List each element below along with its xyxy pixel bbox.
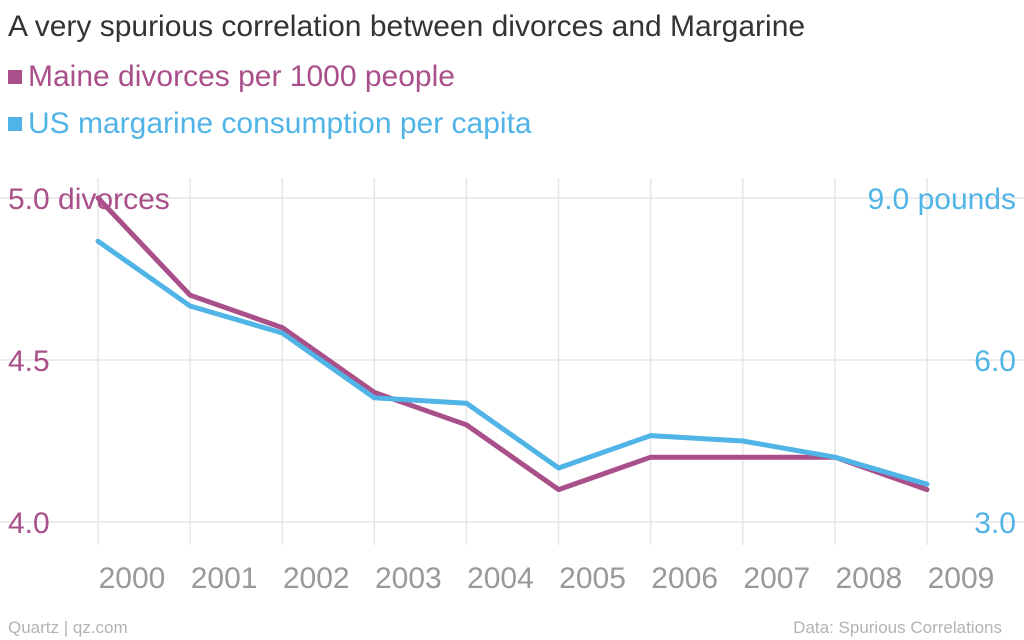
y-left-tick-label-0: 5.0 divorces: [8, 183, 170, 216]
footer-source-right: Data: Spurious Correlations: [793, 618, 1002, 637]
series-line-margarine: [95, 238, 930, 487]
series-line-divorces: [95, 195, 930, 493]
x-tick-label-2001: 2001: [191, 562, 258, 595]
x-tick-label-2000: 2000: [99, 562, 166, 595]
x-tick-label-2007: 2007: [743, 562, 810, 595]
x-tick-label-2006: 2006: [651, 562, 718, 595]
x-tick-label-2008: 2008: [836, 562, 903, 595]
y-right-tick-label-0: 9.0 pounds: [868, 183, 1016, 216]
legend-item-margarine: US margarine consumption per capita: [8, 107, 532, 141]
y-left-tick-label-1: 4.5: [8, 345, 50, 378]
x-tick-label-2005: 2005: [559, 562, 626, 595]
x-tick-label-2002: 2002: [283, 562, 350, 595]
legend-swatch-divorces: [8, 70, 22, 84]
y-right-tick-label-1: 6.0: [974, 345, 1016, 378]
chart-title: A very spurious correlation between divo…: [8, 10, 806, 43]
y-right-tick-label-2: 3.0: [974, 507, 1016, 540]
footer-source-left: Quartz | qz.com: [8, 618, 128, 637]
x-tick-label-2004: 2004: [467, 562, 534, 595]
legend-item-divorces: Maine divorces per 1000 people: [8, 60, 455, 94]
legend-label-margarine: US margarine consumption per capita: [28, 107, 532, 140]
line-chart: 5.0 divorces 4.5 4.0 9.0 pounds 6.0 3.0 2000 20…: [0, 178, 1024, 595]
y-left-tick-label-2: 4.0: [8, 507, 50, 540]
legend-label-divorces: Maine divorces per 1000 people: [28, 60, 455, 93]
x-tick-label-2009: 2009: [928, 562, 995, 595]
legend-swatch-margarine: [8, 117, 22, 131]
x-tick-label-2003: 2003: [375, 562, 442, 595]
